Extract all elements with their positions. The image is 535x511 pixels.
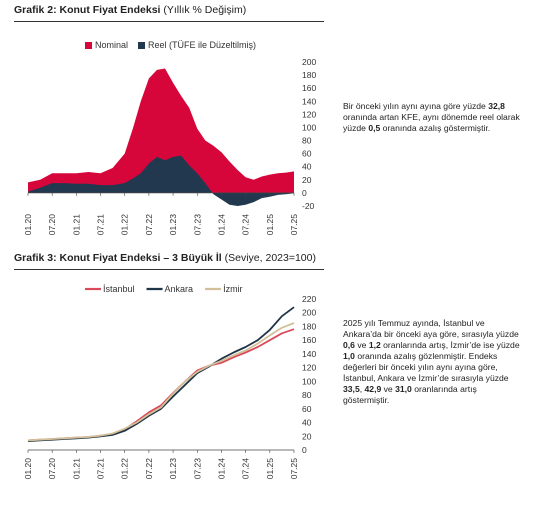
chart3-x-tick-label: 01.25 <box>265 458 275 480</box>
chart3-note-part: ve <box>354 340 369 350</box>
chart3-x-tick-label: 01.24 <box>217 458 227 480</box>
chart3-note: 2025 yılı Temmuz ayında, İstanbul ve Ank… <box>343 318 523 406</box>
chart2-x-tick-label: 07.22 <box>144 214 154 236</box>
chart3-y-tick-label: 60 <box>302 404 312 414</box>
chart3-note-part: 33,5 <box>343 384 360 394</box>
chart3-x-tick-label: 01.23 <box>168 458 178 480</box>
chart3-y-tick-label: 140 <box>302 349 316 359</box>
chart3-title-rest: (Seviye, 2023=100) <box>221 252 316 264</box>
chart2-area-real <box>28 155 294 206</box>
chart3-title-rule <box>14 269 324 270</box>
chart2-x-tick-label: 01.20 <box>23 214 33 236</box>
chart2-plot: Nominal Reel (TÜFE ile Düzeltilmiş) 01.20 0… <box>23 40 316 236</box>
chart3-y-tick-label: 20 <box>302 431 312 441</box>
chart2-title-rule <box>14 21 324 22</box>
chart3-note-part: 1,2 <box>368 340 381 350</box>
chart2-note-part: Bir önceki yılın aynı ayına göre yüzde <box>343 101 489 111</box>
chart3-y-tick-label: 220 <box>302 294 316 304</box>
chart3-x-tick-label: 07.24 <box>241 458 251 480</box>
chart2-area-nominal <box>28 68 294 193</box>
chart3-x-tick-label: 07.25 <box>289 458 299 480</box>
chart3-x-tick-label: 07.22 <box>144 458 154 480</box>
chart3-legend: İstanbul Ankara İzmir <box>85 284 243 294</box>
chart2-legend-label: Nominal <box>95 40 128 50</box>
chart2-title-bold: Grafik 2: Konut Fiyat Endeksi <box>14 4 161 16</box>
chart2-y-tick-label: 40 <box>302 162 312 172</box>
chart3-y-tick-label: 80 <box>302 390 312 400</box>
chart3-y-tick-label: 0 <box>302 445 307 455</box>
chart2-legend-swatch <box>85 42 92 49</box>
chart2-y-tick-label: 60 <box>302 149 312 159</box>
chart3-x-tick-label: 07.20 <box>47 458 57 480</box>
chart2-legend: Nominal Reel (TÜFE ile Düzeltilmiş) <box>85 40 256 50</box>
chart2-x-tick-label: 07.21 <box>96 214 106 236</box>
chart2-note-part: oranında azalış göstermiştir. <box>380 123 491 133</box>
chart2-y-tick-label: 120 <box>302 109 316 119</box>
chart3-x-tick-label: 07.21 <box>96 458 106 480</box>
chart2-title: Grafik 2: Konut Fiyat Endeksi (Yıllık % … <box>14 4 246 16</box>
chart2-note-part: 32,8 <box>488 101 505 111</box>
chart3-title: Grafik 3: Konut Fiyat Endeksi – 3 Büyük … <box>14 252 316 264</box>
chart2-note-part: oranında artan KFE, aynı dönemde reel ol… <box>343 112 520 133</box>
chart2-y-tick-label: 180 <box>302 70 316 80</box>
chart2-x-tick-label: 07.23 <box>192 214 202 236</box>
chart3-note-part: , <box>359 384 365 394</box>
chart2-x-tick-label: 07.20 <box>47 214 57 236</box>
chart3-legend-label: Ankara <box>165 284 194 294</box>
chart3-legend-label: İzmir <box>223 284 243 294</box>
chart2-y-tick-label: 0 <box>302 188 307 198</box>
chart3-note-part: 42,9 <box>364 384 382 394</box>
chart3-note-part: 31,0 <box>395 384 412 394</box>
chart3-y-tick-label: 120 <box>302 363 316 373</box>
chart2-note-part: 0,5 <box>368 123 381 133</box>
chart2-x-tick-label: 01.21 <box>71 214 81 236</box>
chart2-x-tick-label: 01.23 <box>168 214 178 236</box>
chart2-legend-label: Reel (TÜFE ile Düzeltilmiş) <box>148 40 256 50</box>
chart2-title-rest: (Yıllık % Değişim) <box>160 4 247 16</box>
chart3-line-2 <box>27 322 295 442</box>
chart2-y-tick-label: 80 <box>302 136 312 146</box>
chart2-y-tick-label: 140 <box>302 96 316 106</box>
chart3-note-part: oranlarında artış göstermiştir. <box>343 384 477 405</box>
chart3-note-part: 0,6 <box>343 340 355 350</box>
chart3-y-tick-label: 180 <box>302 322 316 332</box>
chart3-x-tick-label: 01.22 <box>120 458 130 480</box>
chart2-x-tick-label: 07.25 <box>289 214 299 236</box>
chart3-title-bold: Grafik 3: Konut Fiyat Endeksi – 3 Büyük … <box>14 252 222 264</box>
chart3-note-part: 1,0 <box>343 351 355 361</box>
chart3-note-part: oranlarında artış, İzmir’de ise yüzde <box>380 340 520 350</box>
chart3-plot: İstanbul Ankara İzmir 01.20 07.20 01.21 07.21 0… <box>23 284 316 480</box>
chart3-legend-label: İstanbul <box>103 284 135 294</box>
chart3-x-tick-label: 07.23 <box>192 458 202 480</box>
chart3-x-tick-label: 01.21 <box>71 458 81 480</box>
chart2-y-tick-label: 100 <box>302 123 316 133</box>
chart2-x-tick-label: 07.24 <box>241 214 251 236</box>
chart2-y-tick-label: 160 <box>302 83 316 93</box>
chart2-y-tick-label: -20 <box>302 201 315 211</box>
chart2-note: Bir önceki yılın aynı ayına göre yüzde 3… <box>343 101 523 134</box>
chart3-y-tick-label: 40 <box>302 418 312 428</box>
chart3-y-tick-label: 200 <box>302 308 316 318</box>
chart2-x-tick-label: 01.25 <box>265 214 275 236</box>
chart3-note-part: oranında azalış gözlenmiştir. Endeks değ… <box>343 351 509 383</box>
chart3-note-part: 2025 yılı Temmuz ayında, İstanbul ve Ank… <box>343 318 519 339</box>
chart3-x-tick-label: 01.20 <box>23 458 33 480</box>
chart3-y-tick-label: 100 <box>302 376 316 386</box>
chart2-y-tick-label: 200 <box>302 57 316 67</box>
chart2-x-tick-label: 01.22 <box>120 214 130 236</box>
chart2-legend-swatch <box>138 42 146 49</box>
chart3-note-part: ve <box>381 384 396 394</box>
chart2-x-tick-label: 01.24 <box>217 214 227 236</box>
chart3-line-1 <box>27 306 295 442</box>
chart2-y-tick-label: 20 <box>302 175 312 185</box>
chart3-y-tick-label: 160 <box>302 335 316 345</box>
